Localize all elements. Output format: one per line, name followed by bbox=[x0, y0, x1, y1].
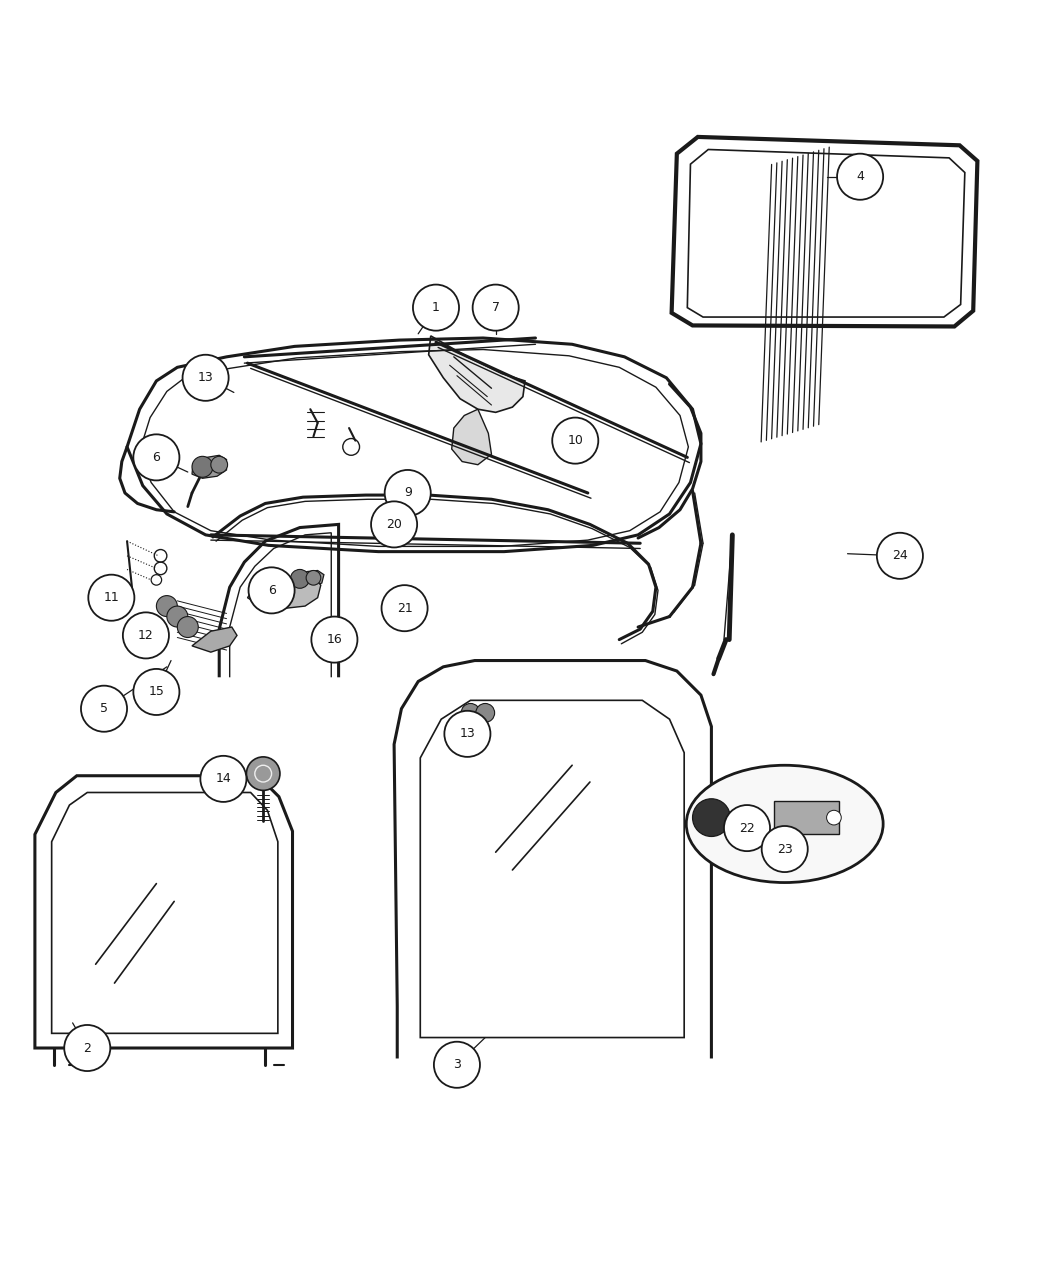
Text: 16: 16 bbox=[327, 634, 342, 646]
Circle shape bbox=[444, 710, 490, 757]
Circle shape bbox=[461, 704, 480, 723]
Text: 22: 22 bbox=[739, 821, 755, 835]
Text: 4: 4 bbox=[856, 171, 864, 184]
Polygon shape bbox=[774, 801, 839, 834]
Text: 21: 21 bbox=[397, 602, 413, 615]
Polygon shape bbox=[428, 335, 525, 412]
Text: 13: 13 bbox=[460, 727, 476, 741]
Circle shape bbox=[837, 154, 883, 200]
Text: 20: 20 bbox=[386, 518, 402, 530]
Text: 9: 9 bbox=[404, 487, 412, 500]
Circle shape bbox=[552, 418, 598, 464]
Circle shape bbox=[247, 757, 280, 790]
Circle shape bbox=[133, 435, 180, 481]
Circle shape bbox=[693, 798, 730, 836]
Ellipse shape bbox=[687, 765, 883, 882]
Circle shape bbox=[877, 533, 923, 579]
Polygon shape bbox=[248, 579, 279, 606]
Text: 12: 12 bbox=[138, 629, 153, 641]
Circle shape bbox=[413, 284, 459, 330]
Circle shape bbox=[472, 284, 519, 330]
Polygon shape bbox=[192, 455, 227, 478]
Circle shape bbox=[133, 669, 180, 715]
Circle shape bbox=[312, 617, 357, 663]
Circle shape bbox=[64, 1025, 110, 1071]
Text: 1: 1 bbox=[432, 301, 440, 314]
Circle shape bbox=[434, 1042, 480, 1088]
Circle shape bbox=[88, 575, 134, 621]
Circle shape bbox=[761, 826, 807, 872]
Text: 14: 14 bbox=[215, 773, 231, 785]
Circle shape bbox=[307, 570, 321, 585]
Circle shape bbox=[81, 686, 127, 732]
Text: 23: 23 bbox=[777, 843, 793, 856]
Polygon shape bbox=[282, 576, 321, 608]
Circle shape bbox=[826, 811, 841, 825]
Circle shape bbox=[211, 456, 228, 473]
Circle shape bbox=[167, 606, 188, 627]
Polygon shape bbox=[192, 627, 237, 652]
Text: 11: 11 bbox=[104, 592, 120, 604]
Circle shape bbox=[405, 594, 414, 602]
Circle shape bbox=[249, 567, 295, 613]
Circle shape bbox=[371, 501, 417, 547]
Text: 3: 3 bbox=[453, 1058, 461, 1071]
Text: 10: 10 bbox=[567, 434, 583, 448]
Text: 2: 2 bbox=[83, 1042, 91, 1054]
Circle shape bbox=[192, 456, 213, 477]
Circle shape bbox=[177, 617, 198, 638]
Circle shape bbox=[381, 585, 427, 631]
Polygon shape bbox=[290, 570, 324, 588]
Circle shape bbox=[183, 354, 229, 400]
Circle shape bbox=[156, 595, 177, 617]
Text: 24: 24 bbox=[892, 550, 908, 562]
Circle shape bbox=[476, 704, 495, 723]
Circle shape bbox=[291, 570, 310, 588]
Text: 6: 6 bbox=[152, 451, 161, 464]
Circle shape bbox=[723, 805, 770, 852]
Circle shape bbox=[384, 470, 430, 516]
Polygon shape bbox=[452, 409, 491, 464]
Circle shape bbox=[201, 756, 247, 802]
Text: 6: 6 bbox=[268, 584, 275, 597]
Text: 5: 5 bbox=[100, 703, 108, 715]
Text: 13: 13 bbox=[197, 371, 213, 384]
Text: 15: 15 bbox=[148, 686, 164, 699]
Text: 7: 7 bbox=[491, 301, 500, 314]
Circle shape bbox=[123, 612, 169, 658]
